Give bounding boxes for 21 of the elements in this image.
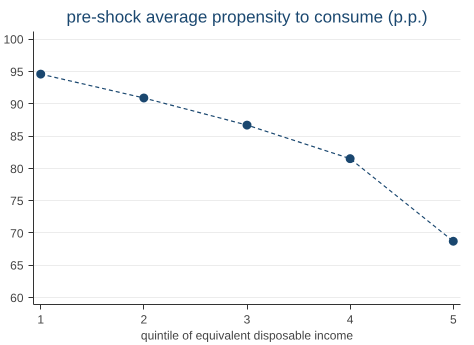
point	[448, 236, 458, 246]
x-tick-label: 2	[140, 312, 148, 326]
point	[139, 93, 148, 102]
y-tick-label: 85	[10, 130, 24, 144]
x-axis-title: quintile of equivalent disposable income	[140, 328, 354, 342]
y-tick-label: 70	[10, 226, 24, 240]
point	[242, 120, 252, 130]
x-tick-label: 3	[244, 312, 251, 326]
y-tick-label: 90	[10, 97, 24, 112]
point	[346, 154, 355, 164]
y-tick-label: 80	[10, 162, 24, 176]
point	[36, 70, 46, 79]
chart-title: pre-shock average propensity to consume (p.p.)	[66, 8, 428, 26]
y-tick-label: 75	[10, 194, 24, 208]
x-tick-label: 1	[37, 312, 44, 326]
x-tick-label: 5	[450, 312, 457, 326]
y-tick-label: 60	[10, 290, 24, 305]
x-tick-label: 4	[346, 312, 354, 326]
y-tick-label: 95	[10, 65, 24, 80]
y-tick-label: 65	[10, 258, 24, 273]
y-tick-label: 100	[3, 32, 24, 47]
